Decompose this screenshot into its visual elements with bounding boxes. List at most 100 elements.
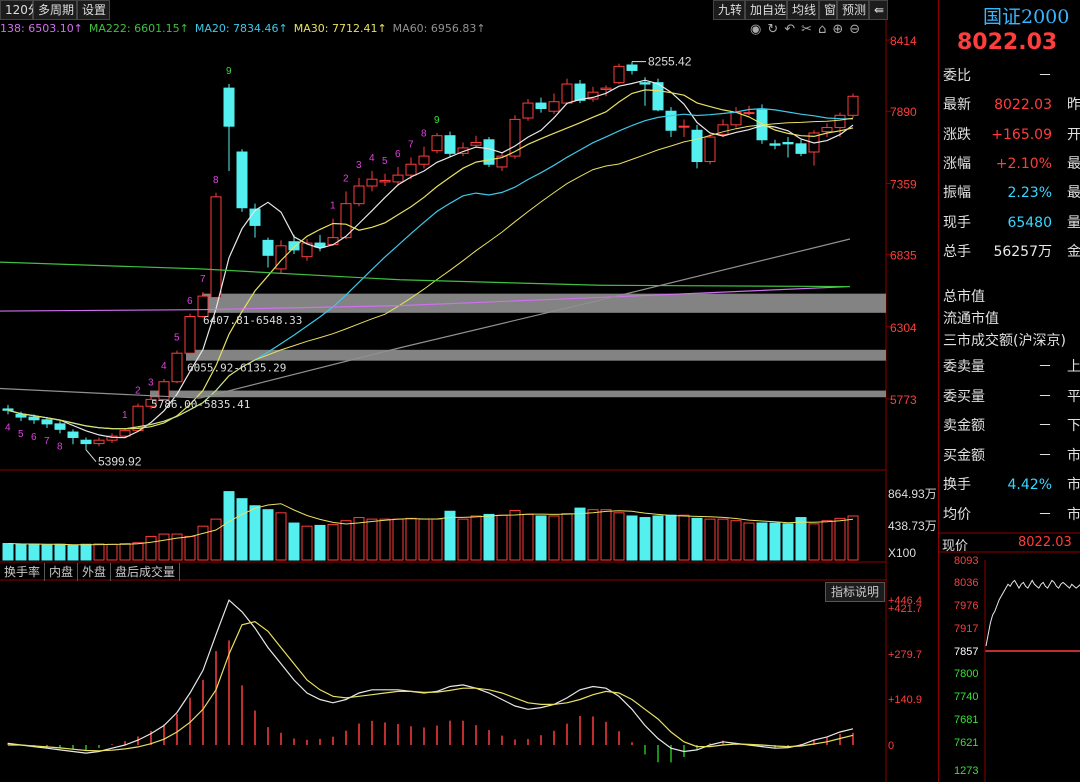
td-count-label: 5 bbox=[382, 156, 388, 167]
ma-button[interactable]: 均线 bbox=[787, 0, 819, 20]
candle-body bbox=[834, 114, 846, 129]
side-row2-2-extra: 下 bbox=[1067, 418, 1080, 434]
volume-bar bbox=[223, 491, 235, 561]
candle-body bbox=[171, 352, 183, 383]
ma30-line bbox=[7, 117, 854, 430]
tab-120min[interactable]: 120分 bbox=[0, 0, 40, 20]
td-count-label: 7 bbox=[408, 139, 414, 150]
tab-settings[interactable]: 设置 bbox=[77, 0, 110, 20]
zoom-out-icon[interactable]: ⊖ bbox=[849, 22, 867, 37]
side-row-0-label: 委比 bbox=[943, 68, 971, 84]
price-zone-band bbox=[202, 293, 886, 313]
volume-bar bbox=[652, 515, 664, 561]
mini-axis-label: 7681 bbox=[954, 714, 978, 726]
candle-body bbox=[821, 127, 833, 133]
candle-body bbox=[730, 112, 742, 126]
side-row-3-extra: 最 bbox=[1067, 155, 1080, 172]
tab-multi-period[interactable]: 多周期 bbox=[33, 0, 77, 20]
volume-bar bbox=[795, 517, 807, 561]
td-count-label: 3 bbox=[148, 377, 154, 388]
mini-axis-label: 1273 bbox=[954, 765, 978, 777]
volume-bar bbox=[106, 543, 118, 561]
td-count-label: 4 bbox=[5, 422, 11, 433]
intraday-price-line bbox=[985, 579, 1080, 647]
mini-axis-label: 7740 bbox=[954, 691, 978, 703]
ma222-line bbox=[0, 261, 851, 288]
volume-bar bbox=[379, 518, 391, 561]
volume-axis-label: X100 bbox=[888, 546, 916, 560]
info-row-1: 流通市值 bbox=[940, 308, 1080, 330]
volume-bar bbox=[28, 543, 40, 561]
volume-bar bbox=[41, 544, 53, 561]
window-button[interactable]: 窗 bbox=[819, 0, 837, 20]
side-row-4-value: 2.23% bbox=[1007, 185, 1052, 202]
candle-body bbox=[15, 413, 27, 418]
info-row-2: 三市成交额(沪深京) bbox=[940, 330, 1080, 352]
tab-after-hours[interactable]: 盘后成交量 bbox=[111, 563, 181, 581]
candle-body bbox=[80, 439, 92, 445]
tab-turnover[interactable]: 换手率 bbox=[0, 563, 46, 581]
zoom-in-icon[interactable]: ⊕ bbox=[832, 22, 850, 37]
lock-icon[interactable]: ⌂ bbox=[818, 22, 833, 37]
volume-bar bbox=[444, 510, 456, 561]
side-row2-3-value: － bbox=[1038, 447, 1052, 464]
candle-body bbox=[54, 423, 66, 430]
candle-body bbox=[158, 381, 170, 400]
candle-body bbox=[795, 143, 807, 154]
add-watchlist-button[interactable]: 加自选 bbox=[745, 0, 787, 20]
candle-body bbox=[132, 405, 144, 432]
volume-bar bbox=[470, 515, 482, 561]
volume-bar bbox=[418, 518, 430, 561]
volume-bar bbox=[717, 518, 729, 561]
forecast-button[interactable]: 预测 bbox=[837, 0, 869, 20]
candle-body bbox=[197, 295, 209, 317]
nine-turn-button[interactable]: 九转 bbox=[713, 0, 745, 20]
tab-outer[interactable]: 外盘 bbox=[78, 563, 112, 581]
high-label: 8255.42 bbox=[648, 55, 692, 69]
candle-body bbox=[535, 102, 547, 110]
candle-body bbox=[288, 241, 300, 251]
volume-bar bbox=[600, 509, 612, 561]
refresh-icon[interactable]: ↻ bbox=[767, 22, 785, 37]
back-arrow-icon[interactable]: ⇚ bbox=[869, 0, 888, 20]
side-row2-0-value: － bbox=[1038, 359, 1052, 375]
volume-bar bbox=[457, 518, 469, 561]
td-count-label: 3 bbox=[356, 160, 362, 171]
volume-bar bbox=[691, 517, 703, 561]
volume-bar bbox=[249, 505, 261, 561]
side-row2-0-label: 委卖量 bbox=[943, 359, 985, 375]
candle-body bbox=[236, 151, 248, 209]
indicator-axis-label: +279.7 bbox=[888, 649, 922, 661]
volume-bar bbox=[314, 524, 326, 561]
eye-icon[interactable]: ◉ bbox=[750, 22, 768, 37]
td-count-label: 6 bbox=[187, 296, 193, 307]
side-row-2-value: +165.09 bbox=[991, 126, 1052, 143]
tab-inner[interactable]: 内盘 bbox=[45, 563, 79, 581]
volume-bar bbox=[847, 515, 859, 561]
side-row-3-value: +2.10% bbox=[995, 155, 1052, 172]
candle-body bbox=[717, 124, 729, 135]
side-row2-1-extra: 平 bbox=[1067, 388, 1080, 405]
side-row-2-label: 涨跌 bbox=[943, 126, 971, 143]
td-count-label: 2 bbox=[135, 385, 141, 396]
volume-bar bbox=[262, 509, 274, 561]
indicator-help-button[interactable]: 指标说明 bbox=[825, 582, 885, 602]
volume-bar bbox=[93, 543, 105, 561]
price-axis-label: 7359 bbox=[890, 177, 917, 191]
ma138-line bbox=[0, 285, 851, 312]
side-row-3-label: 涨幅 bbox=[943, 155, 971, 172]
td-count-label: 5 bbox=[18, 429, 24, 440]
volume-bar bbox=[132, 542, 144, 561]
mini-axis-label: 7917 bbox=[954, 623, 978, 635]
side-row2-5-value: － bbox=[1038, 506, 1052, 523]
index-price: 8022.03 bbox=[957, 30, 1058, 55]
undo-icon[interactable]: ↶ bbox=[784, 22, 802, 37]
candle-body bbox=[119, 430, 131, 437]
candle-body bbox=[782, 141, 794, 145]
td-count-label: 5 bbox=[174, 332, 180, 343]
scissors-icon[interactable]: ✂ bbox=[801, 22, 819, 37]
volume-bar bbox=[535, 515, 547, 561]
current-price-value: 8022.03 bbox=[1018, 535, 1072, 550]
td-count-label: 9 bbox=[434, 115, 440, 126]
